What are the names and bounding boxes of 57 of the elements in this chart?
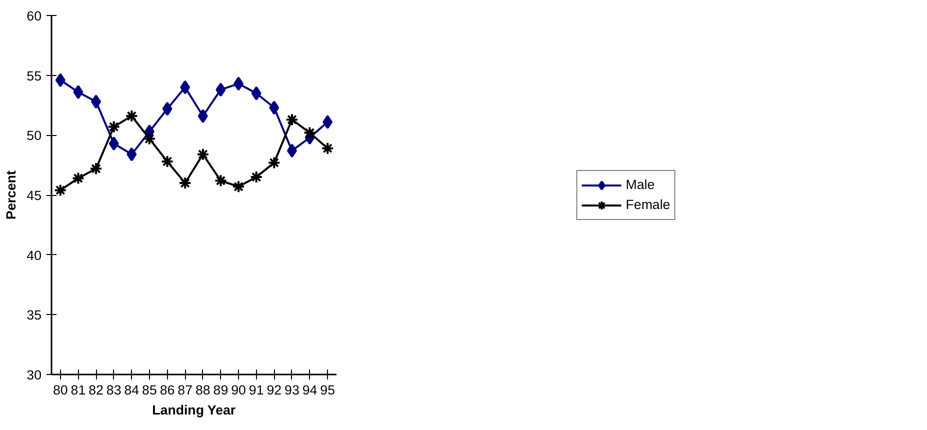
point	[125, 110, 138, 123]
point	[162, 102, 172, 116]
x-tick-label: 92	[266, 382, 282, 398]
x-tick-label: 85	[142, 382, 157, 398]
point	[286, 144, 297, 158]
x-tick-label: 89	[213, 382, 228, 398]
y-axis-title: Percent	[4, 170, 19, 220]
x-tick-label: 91	[248, 382, 264, 398]
y-tick-label: 50	[26, 128, 42, 144]
legend-label: Male	[626, 177, 655, 192]
point	[107, 120, 120, 134]
point	[198, 109, 208, 124]
x-tick-label: 83	[106, 382, 122, 398]
x-tick-label: 93	[284, 382, 300, 398]
y-tick-label: 40	[26, 248, 42, 263]
point	[232, 180, 246, 194]
x-tick-label: 80	[52, 382, 68, 398]
x-tick-label: 95	[320, 382, 336, 398]
point	[178, 176, 192, 190]
point	[234, 76, 244, 91]
point	[72, 172, 85, 185]
point	[73, 85, 84, 100]
y-tick-label: 60	[26, 8, 42, 24]
point	[269, 100, 280, 115]
point	[321, 142, 334, 155]
x-tick-label: 94	[302, 382, 318, 398]
y-tick-label: 30	[26, 368, 42, 382]
point	[303, 126, 316, 140]
y-tick-label: 55	[26, 68, 42, 84]
x-tick-label: 81	[70, 382, 86, 398]
legend-label: Female	[626, 197, 670, 212]
point	[251, 86, 262, 100]
point	[285, 113, 298, 126]
point	[90, 162, 103, 176]
point	[196, 148, 210, 161]
point	[142, 132, 156, 146]
point	[126, 147, 137, 162]
point	[216, 82, 226, 97]
point	[268, 156, 281, 170]
x-tick-label: 84	[124, 382, 140, 398]
x-axis-title: Landing Year	[152, 402, 236, 418]
y-tick-label: 45	[26, 188, 42, 203]
point	[54, 184, 67, 197]
point	[108, 136, 119, 151]
point	[214, 174, 228, 188]
point	[250, 170, 263, 184]
point	[322, 115, 333, 130]
x-tick-label: 86	[160, 382, 175, 398]
y-tick-label: 35	[26, 308, 42, 323]
x-tick-label: 82	[88, 382, 104, 398]
point	[180, 80, 190, 94]
point	[91, 94, 102, 109]
point	[55, 73, 66, 88]
point	[160, 154, 174, 168]
x-tick-label: 88	[195, 382, 210, 398]
x-tick-label: 90	[231, 382, 246, 398]
x-tick-label: 87	[178, 382, 193, 398]
